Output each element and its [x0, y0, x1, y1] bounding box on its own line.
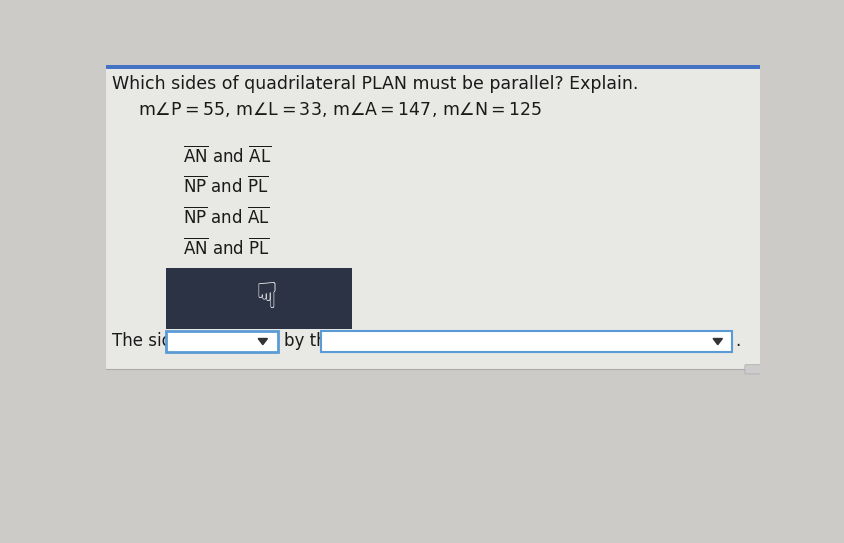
FancyBboxPatch shape	[166, 331, 279, 352]
FancyBboxPatch shape	[106, 65, 760, 69]
FancyBboxPatch shape	[106, 65, 760, 369]
Text: .: .	[735, 332, 740, 350]
FancyBboxPatch shape	[745, 365, 760, 374]
Text: by the: by the	[284, 332, 337, 350]
FancyBboxPatch shape	[166, 268, 352, 329]
Text: The sides: The sides	[111, 332, 191, 350]
Text: Which sides of quadrilateral PLAN must be parallel? Explain.: Which sides of quadrilateral PLAN must b…	[111, 75, 638, 93]
Text: $\overline{\mathregular{NP}}$ and $\overline{\mathregular{AL}}$: $\overline{\mathregular{NP}}$ and $\over…	[183, 207, 270, 228]
Text: $\overline{\mathregular{NP}}$ and $\overline{\mathregular{PL}}$: $\overline{\mathregular{NP}}$ and $\over…	[183, 176, 268, 198]
Text: ☟: ☟	[256, 281, 278, 315]
Text: $\overline{\mathregular{AN}}$ and $\overline{\mathregular{PL}}$: $\overline{\mathregular{AN}}$ and $\over…	[183, 238, 270, 259]
Text: $\overline{\mathregular{AN}}$ and $\overline{\mathregular{AL}}$: $\overline{\mathregular{AN}}$ and $\over…	[183, 146, 271, 167]
Text: m$\angle$P$=$55, m$\angle$L$=$33, m$\angle$A$=$147, m$\angle$N$=$125: m$\angle$P$=$55, m$\angle$L$=$33, m$\ang…	[138, 100, 543, 119]
Polygon shape	[258, 338, 268, 345]
Polygon shape	[713, 338, 722, 345]
FancyBboxPatch shape	[321, 331, 732, 352]
